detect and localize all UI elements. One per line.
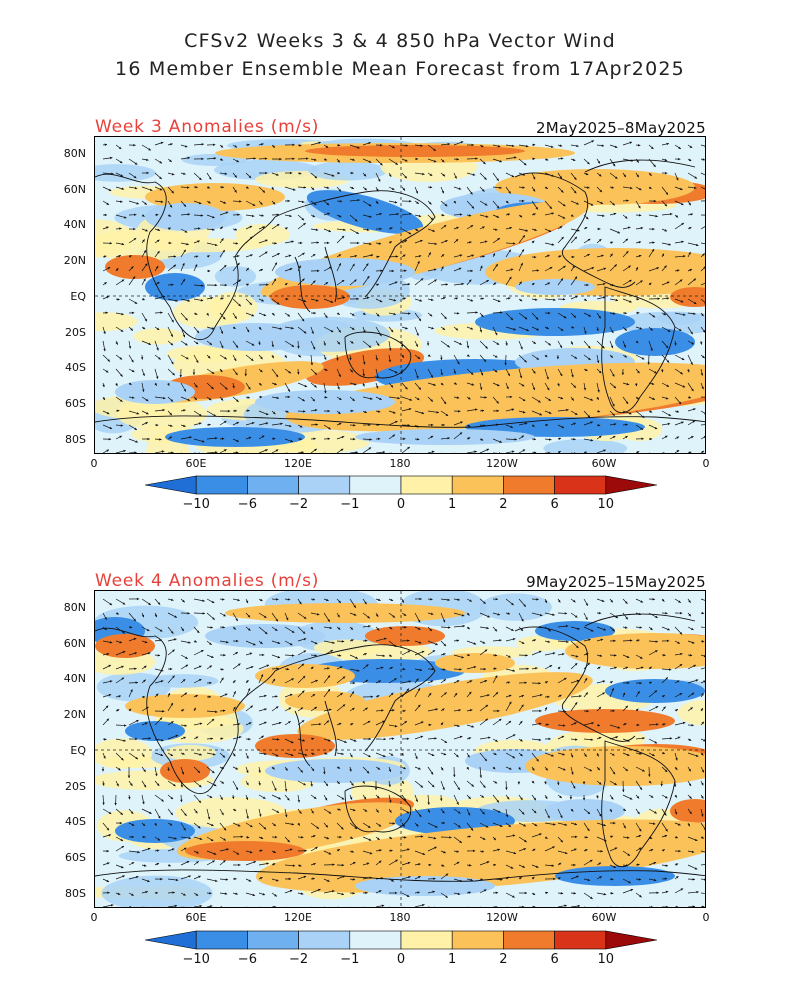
lat-tick-label: 20N (63, 708, 86, 722)
colorbar-tick-label: 1 (448, 952, 457, 967)
colorbar-segment (195, 475, 248, 495)
colorbar-segment (349, 930, 402, 950)
panel-week4-label: Week 4 Anomalies (m/s) (95, 571, 320, 591)
colorbar-tick-label: 6 (550, 497, 559, 512)
colorbar-tick-label: 1 (448, 497, 457, 512)
coastlines (95, 613, 705, 882)
colorbar-tick-label: 10 (597, 497, 615, 512)
lat-tick-label: 60S (65, 850, 86, 864)
map-week4-svg (95, 591, 705, 907)
map-week3-svg (95, 137, 705, 453)
map-week4 (94, 590, 706, 908)
colorbar-tick-label: −2 (289, 952, 309, 967)
lon-tick-label: 0 (90, 911, 98, 924)
lon-tick-label: 60E (185, 457, 207, 470)
colorbar-segment (554, 930, 607, 950)
colorbar-right-triangle (605, 930, 658, 950)
colorbar-segment (503, 475, 555, 495)
figure-title-line2: 16 Member Ensemble Mean Forecast from 17… (115, 58, 685, 80)
colorbar-tick-label: −1 (340, 952, 360, 967)
lon-tick-label: 120E (284, 911, 312, 924)
colorbar-tick-label: −6 (237, 952, 257, 967)
figure-title-line1: CFSv2 Weeks 3 & 4 850 hPa Vector Wind (184, 30, 616, 52)
colorbar-week4 (144, 929, 658, 955)
colorbar-tick-label: 2 (499, 952, 508, 967)
colorbar-tick-label: −6 (237, 497, 257, 512)
colorbar-week4-svg (144, 930, 658, 950)
lat-tick-label: 40S (65, 815, 86, 829)
colorbar-week3-svg (144, 475, 658, 495)
colorbar-left-triangle (144, 475, 197, 495)
colorbar-tick-label: −2 (289, 497, 309, 512)
lat-tick-label: EQ (70, 743, 86, 757)
panel-week3-label: Week 3 Anomalies (m/s) (95, 117, 320, 137)
lat-tick-label: 60N (63, 182, 86, 196)
wind-vectors (102, 140, 705, 453)
lon-tick-label: 180 (389, 911, 411, 924)
lat-tick-label: 60N (63, 636, 86, 650)
lon-tick-label: 120W (486, 457, 518, 470)
colorbar-segment (247, 930, 299, 950)
colorbar-segment (247, 475, 299, 495)
colorbar-tick-label: −10 (182, 952, 210, 967)
map-week3 (94, 136, 706, 454)
colorbar-segment (400, 930, 453, 950)
lat-tick-label: 80N (63, 601, 86, 614)
lon-tick-label: 0 (702, 911, 710, 924)
colorbar-tick-label: 6 (550, 952, 559, 967)
lat-tick-label: 20S (65, 779, 86, 793)
colorbar-tick-label: 2 (499, 497, 508, 512)
colorbar-left-triangle (144, 930, 197, 950)
colorbar-right-triangle (605, 475, 658, 495)
colorbar-segment (298, 475, 351, 495)
colorbar-segment (503, 930, 555, 950)
colorbar-segment (195, 930, 248, 950)
colorbar-segment (298, 930, 351, 950)
lon-tick-label: 60W (591, 457, 617, 470)
lon-tick-label: 120E (284, 457, 312, 470)
colorbar-tick-label: 0 (396, 952, 406, 967)
colorbar-week3 (144, 474, 658, 500)
coastlines (95, 159, 705, 428)
lon-tick-label: 0 (90, 457, 98, 470)
colorbar-segment (349, 475, 402, 495)
anomaly-shading (95, 603, 705, 896)
colorbar-tick-label: −10 (182, 497, 210, 512)
anomaly-shading (105, 143, 705, 447)
lat-tick-label: 20N (63, 254, 86, 268)
lat-tick-label: 60S (65, 396, 86, 410)
lat-tick-label: 40N (63, 672, 86, 686)
colorbar-segment (554, 475, 607, 495)
colorbar-tick-label: 10 (597, 952, 615, 967)
lon-tick-label: 60W (591, 911, 617, 924)
lat-tick-label: 20S (65, 325, 86, 339)
lon-tick-label: 120W (486, 911, 518, 924)
colorbar-tick-label: 0 (396, 497, 406, 512)
lon-tick-label: 180 (389, 457, 411, 470)
panel-week4-dates: 9May2025–15May2025 (526, 573, 706, 591)
lat-tick-label: 40S (65, 361, 86, 375)
lon-tick-label: 0 (702, 457, 710, 470)
colorbar-segment (451, 930, 504, 950)
lon-tick-label: 60E (185, 911, 207, 924)
panel-week3-dates: 2May2025–8May2025 (535, 119, 706, 137)
colorbar-segment (451, 475, 504, 495)
lat-tick-label: 80S (65, 886, 86, 900)
lat-tick-label: 40N (63, 218, 86, 232)
wind-vectors (101, 597, 705, 907)
colorbar-tick-label: −1 (340, 497, 360, 512)
colorbar-segment (400, 475, 453, 495)
lat-tick-label: EQ (70, 289, 86, 303)
lat-tick-label: 80N (63, 147, 86, 160)
lat-tick-label: 80S (65, 432, 86, 446)
